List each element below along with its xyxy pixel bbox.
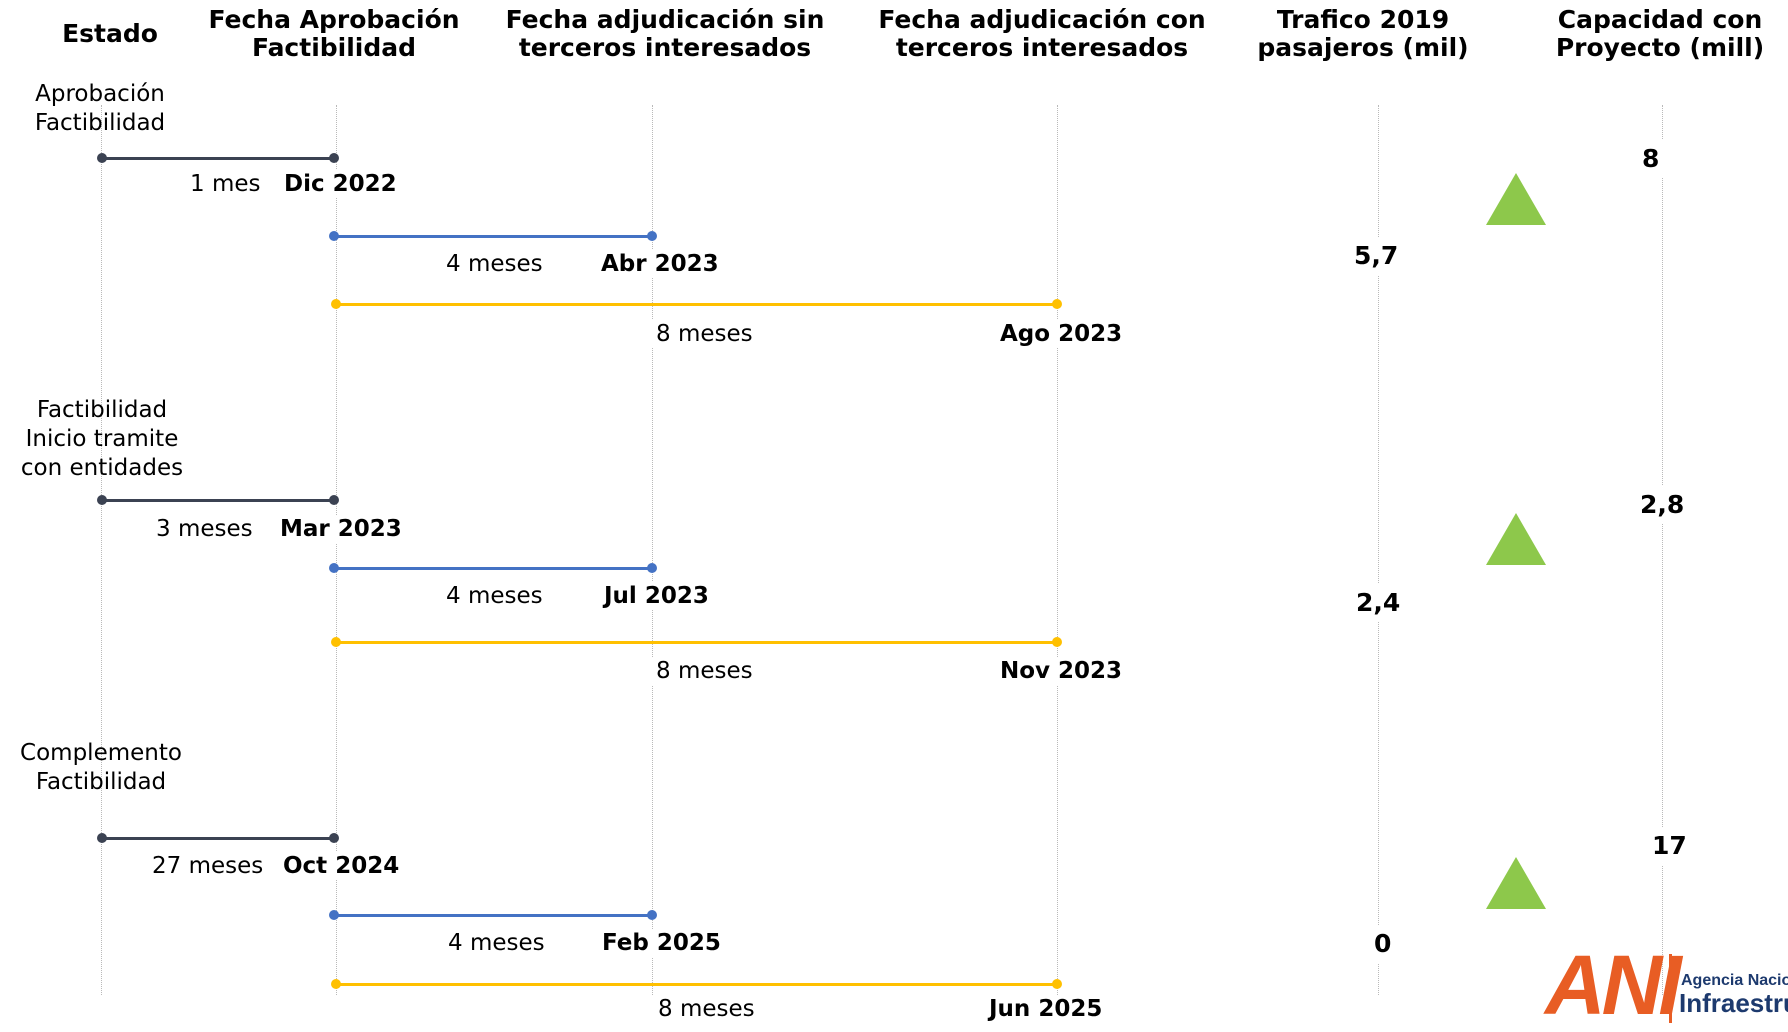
sin-terceros-start-dot: [329, 563, 339, 573]
header-trafico: Trafico 2019 pasajeros (mil): [1248, 6, 1478, 62]
capacidad-value: 8: [1636, 140, 1666, 178]
estado-line: con entidades: [20, 455, 184, 481]
triangle-up-icon: [1486, 513, 1546, 565]
estado-line: Factibilidad: [35, 769, 167, 795]
header-aprobacion-line1: Fecha Aprobación: [208, 5, 460, 34]
approval-segment: [102, 837, 334, 840]
estado-line: Aprobación: [35, 81, 165, 107]
con-terceros-start-dot: [331, 299, 341, 309]
sin-terceros-segment: [336, 914, 652, 917]
estado-line: Complemento: [20, 740, 182, 766]
header-estado: Estado: [40, 20, 180, 48]
con-terceros-segment: [336, 983, 1057, 986]
approval-date: Oct 2024: [279, 852, 404, 880]
con-terceros-segment: [336, 303, 1057, 306]
sin-terceros-end-dot: [647, 910, 657, 920]
estado-label: Aprobación Factibilidad: [0, 80, 200, 138]
header-aprobacion-line2: Factibilidad: [251, 33, 417, 62]
estado-label: Complemento Factibilidad: [0, 739, 202, 797]
sin-terceros-date: Abr 2023: [597, 250, 723, 278]
header-trafico-line1: Trafico 2019: [1276, 5, 1450, 34]
con-terceros-duration: 8 meses: [652, 657, 757, 685]
ani-logo: ANI Agencia Nacional de Infraestructura: [1545, 938, 1788, 1032]
approval-end-dot: [329, 833, 339, 843]
con-terceros-start-dot: [331, 979, 341, 989]
sin-terceros-duration: 4 meses: [444, 929, 549, 957]
header-con-terceros-line2: terceros interesados: [895, 33, 1189, 62]
con-terceros-end-dot: [1052, 637, 1062, 647]
logo-divider: [1669, 954, 1672, 1023]
logo-line2: Infraestructura: [1679, 988, 1788, 1018]
approval-duration: 3 meses: [152, 515, 257, 543]
guide-trafico: [1378, 105, 1379, 995]
trafico-value: 2,4: [1350, 584, 1407, 622]
approval-duration: 1 mes: [186, 170, 265, 198]
con-terceros-start-dot: [331, 637, 341, 647]
header-capacidad: Capacidad con Proyecto (mill): [1540, 6, 1780, 62]
trafico-value: 5,7: [1348, 237, 1405, 275]
approval-end-dot: [329, 153, 339, 163]
estado-line: Inicio tramite: [25, 426, 179, 452]
guide-aprobacion: [336, 105, 337, 995]
con-terceros-end-dot: [1052, 979, 1062, 989]
sin-terceros-start-dot: [329, 910, 339, 920]
con-terceros-segment: [336, 641, 1057, 644]
header-sin-terceros-line2: terceros interesados: [518, 33, 812, 62]
header-aprobacion: Fecha Aprobación Factibilidad: [184, 6, 484, 62]
triangle-up-icon: [1486, 173, 1546, 225]
approval-date: Dic 2022: [280, 170, 401, 198]
sin-terceros-start-dot: [329, 231, 339, 241]
header-con-terceros: Fecha adjudicación con terceros interesa…: [867, 6, 1217, 62]
sin-terceros-date: Jul 2023: [600, 582, 713, 610]
sin-terceros-segment: [336, 567, 652, 570]
con-terceros-end-dot: [1052, 299, 1062, 309]
header-estado-line: Estado: [62, 19, 158, 48]
approval-start-dot: [97, 833, 107, 843]
header-capacidad-line1: Capacidad con: [1557, 5, 1763, 34]
approval-start-dot: [97, 153, 107, 163]
guide-estado: [101, 105, 102, 995]
approval-duration: 27 meses: [148, 852, 268, 880]
sin-terceros-duration: 4 meses: [442, 582, 547, 610]
sin-terceros-segment: [336, 235, 652, 238]
con-terceros-duration: 8 meses: [652, 320, 757, 348]
con-terceros-date: Jun 2025: [985, 995, 1107, 1023]
approval-date: Mar 2023: [276, 515, 406, 543]
con-terceros-date: Nov 2023: [996, 657, 1127, 685]
sin-terceros-date: Feb 2025: [598, 929, 725, 957]
capacidad-value: 17: [1646, 827, 1693, 865]
approval-start-dot: [97, 495, 107, 505]
sin-terceros-duration: 4 meses: [442, 250, 547, 278]
estado-line: Factibilidad: [34, 110, 166, 136]
guide-sin-terceros: [652, 105, 653, 995]
guide-con-terceros: [1057, 105, 1058, 995]
logo-line1: Agencia Nacional de: [1681, 972, 1788, 989]
header-sin-terceros-line1: Fecha adjudicación sin: [505, 5, 825, 34]
approval-segment: [102, 499, 334, 502]
con-terceros-date: Ago 2023: [996, 320, 1127, 348]
logo-mark: ANI: [1545, 938, 1682, 1032]
header-capacidad-line2: Proyecto (mill): [1555, 33, 1765, 62]
trafico-value: 0: [1368, 925, 1398, 963]
approval-end-dot: [329, 495, 339, 505]
con-terceros-duration: 8 meses: [654, 995, 759, 1023]
header-sin-terceros: Fecha adjudicación sin terceros interesa…: [490, 6, 840, 62]
guide-capacidad: [1662, 105, 1663, 995]
header-trafico-line2: pasajeros (mil): [1257, 33, 1469, 62]
sin-terceros-end-dot: [647, 231, 657, 241]
estado-line: Factibilidad: [36, 397, 168, 423]
estado-label: Factibilidad Inicio tramite con entidade…: [0, 396, 204, 483]
approval-segment: [102, 157, 334, 160]
triangle-up-icon: [1486, 857, 1546, 909]
sin-terceros-end-dot: [647, 563, 657, 573]
header-con-terceros-line1: Fecha adjudicación con: [878, 5, 1206, 34]
capacidad-value: 2,8: [1634, 486, 1691, 524]
